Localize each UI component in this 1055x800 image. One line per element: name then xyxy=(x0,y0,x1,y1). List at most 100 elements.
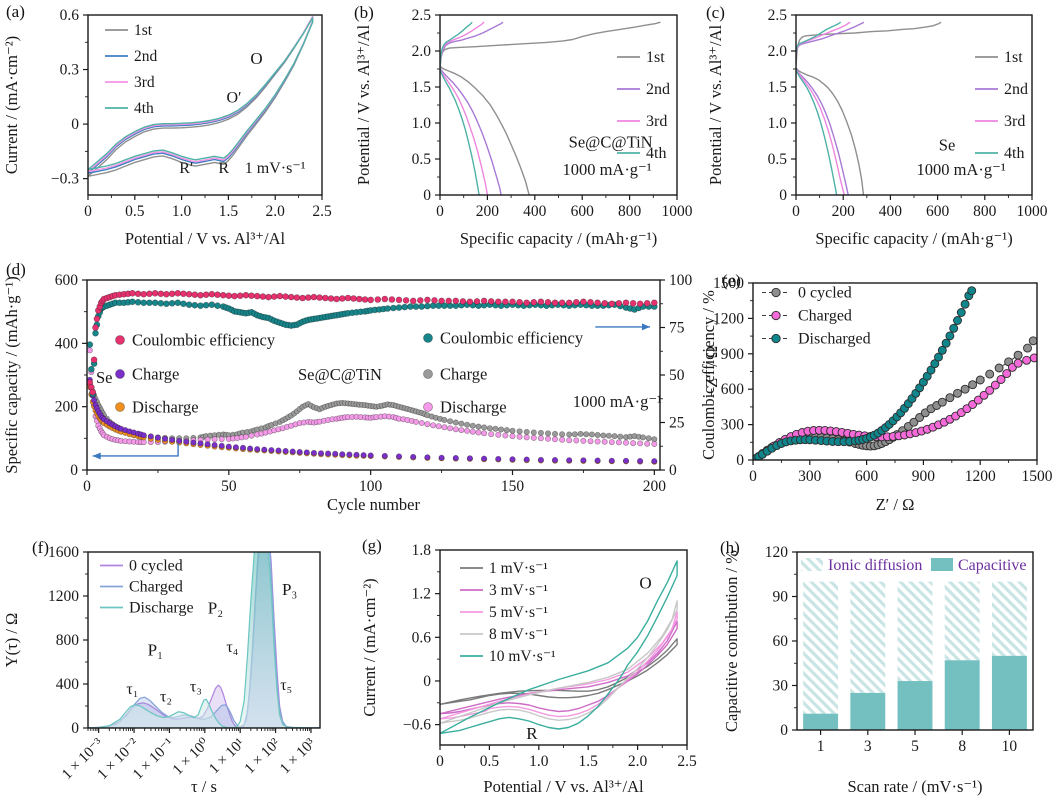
svg-text:1600: 1600 xyxy=(48,544,79,561)
svg-text:1 × 10⁰: 1 × 10⁰ xyxy=(170,736,213,779)
bar-capacitive-1 xyxy=(803,713,839,730)
svg-text:1200: 1200 xyxy=(48,588,79,605)
svg-text:75: 75 xyxy=(669,320,685,337)
svg-text:τ₂: τ₂ xyxy=(160,689,172,706)
ylabel-d: Specific capacity / (mAh·g⁻¹) xyxy=(2,276,21,473)
panel-label-g: (g) xyxy=(362,536,382,555)
chart-a-cv: 0 0.5 1.0 1.5 2.0 2.5 −0.3 0 0.3 0.6 Potential / V… xyxy=(2,7,332,248)
svg-text:600: 600 xyxy=(926,203,950,220)
ylabel-f: Y(τ) / Ω xyxy=(2,613,21,668)
ylabel-a: Current / (mA·cm⁻²) xyxy=(2,36,21,174)
series-discharge xyxy=(88,552,320,728)
bar-ionic-diffusion-3 xyxy=(850,581,886,693)
svg-text:0: 0 xyxy=(436,753,444,770)
legend-g: 1 mV·s⁻¹ 3 mV·s⁻¹ 5 mV·s⁻¹ 8 mV·s⁻¹ 10 mV·s⁻… xyxy=(460,560,556,665)
svg-text:O: O xyxy=(250,49,262,68)
svg-text:Charged: Charged xyxy=(798,308,852,325)
svg-text:120: 120 xyxy=(765,544,789,561)
svg-text:τ₅: τ₅ xyxy=(280,677,292,694)
svg-text:900: 900 xyxy=(721,346,745,363)
svg-text:100: 100 xyxy=(669,272,693,289)
chart-b-charge-discharge: 0 200 400 600 800 1000 0 0.5 1.0 1.5 2.0 2.5 Specifi… xyxy=(354,7,693,248)
axes-e: 0 300 600 900 1200 1500 0 300 600 900 1200 1500 Z′ /… xyxy=(702,275,1053,514)
svg-text:1000 mA·g⁻¹: 1000 mA·g⁻¹ xyxy=(573,392,662,411)
svg-text:400: 400 xyxy=(523,203,547,220)
svg-text:2nd: 2nd xyxy=(1004,81,1028,98)
legend-a: 1st 2nd 3rd 4th xyxy=(105,22,158,117)
panel-label-c: (c) xyxy=(706,3,725,22)
panel-h: 1 3 5 8 10 0 30 60 90 120 Scan rate / (mV·s⁻¹) Capa… xyxy=(720,518,1055,800)
svg-text:0 cycled: 0 cycled xyxy=(798,285,852,302)
bar-capacitive-3 xyxy=(850,692,886,730)
svg-text:2.0: 2.0 xyxy=(266,203,286,220)
chart-h-capacitive: 1 3 5 8 10 0 30 60 90 120 Scan rate / (mV·s⁻¹) Capa… xyxy=(722,544,1034,796)
legend-c: 1st 2nd 3rd 4th xyxy=(975,49,1028,162)
xlabel-e: Z′ / Ω xyxy=(876,495,915,514)
svg-text:300: 300 xyxy=(721,417,745,434)
svg-text:30: 30 xyxy=(773,678,789,695)
svg-text:50: 50 xyxy=(221,478,237,495)
svg-text:1.5: 1.5 xyxy=(412,79,432,96)
svg-text:1.0: 1.0 xyxy=(768,115,788,132)
series-1st xyxy=(440,21,661,195)
plot-area-f xyxy=(88,552,320,728)
svg-text:0.3: 0.3 xyxy=(60,62,80,79)
series-se-coulombic-efficiency xyxy=(87,289,658,396)
svg-text:0.5: 0.5 xyxy=(480,753,500,770)
series-4th xyxy=(796,21,842,195)
svg-text:200: 200 xyxy=(643,478,667,495)
legend-group-1-d: Se@C@TiN Coulombic efficiency Charge Discha… xyxy=(298,329,584,417)
svg-text:3rd: 3rd xyxy=(134,74,155,91)
svg-text:2.0: 2.0 xyxy=(628,753,648,770)
svg-text:800: 800 xyxy=(618,203,642,220)
svg-text:O′: O′ xyxy=(226,89,241,106)
svg-text:2nd: 2nd xyxy=(134,48,158,65)
y2label-d: Coulombic efficiency / % xyxy=(699,290,718,460)
svg-text:0: 0 xyxy=(423,673,431,690)
svg-text:O: O xyxy=(639,574,651,593)
svg-text:τ₄: τ₄ xyxy=(226,639,238,656)
svg-text:Charge: Charge xyxy=(132,365,179,384)
svg-text:800: 800 xyxy=(973,203,997,220)
bar-capacitive-10 xyxy=(991,655,1027,730)
series-3rd xyxy=(88,16,314,173)
svg-text:1.5: 1.5 xyxy=(768,79,788,96)
svg-text:2.5: 2.5 xyxy=(312,203,332,220)
svg-text:5 mV·s⁻¹: 5 mV·s⁻¹ xyxy=(489,604,548,621)
svg-text:R: R xyxy=(218,160,229,177)
svg-text:10: 10 xyxy=(1002,738,1018,755)
xlabel-h: Scan rate / (mV·s⁻¹) xyxy=(847,777,982,796)
series-1st xyxy=(796,21,942,195)
svg-text:3 mV·s⁻¹: 3 mV·s⁻¹ xyxy=(489,582,548,599)
ylabel-g: Current / (mA·cm⁻²) xyxy=(360,578,379,716)
svg-text:50: 50 xyxy=(669,367,685,384)
series-charged xyxy=(88,552,320,728)
svg-text:τ₁: τ₁ xyxy=(126,681,138,698)
svg-text:0: 0 xyxy=(669,462,677,479)
svg-text:−0.6: −0.6 xyxy=(403,717,431,734)
panel-label-a: (a) xyxy=(6,2,25,21)
xlabel-a: Potential / V vs. Al³⁺/Al xyxy=(125,229,286,248)
svg-text:Discharge: Discharge xyxy=(440,398,507,417)
panel-b: 0 200 400 600 800 1000 0 0.5 1.0 1.5 2.0 2.5 Specifi… xyxy=(352,0,704,252)
plot-area-a xyxy=(88,16,314,177)
svg-text:1st: 1st xyxy=(1004,49,1023,66)
svg-text:1st: 1st xyxy=(134,22,153,39)
legend-e: 0 cycled Charged Discharged xyxy=(762,285,871,348)
svg-text:600: 600 xyxy=(721,381,745,398)
svg-text:1000: 1000 xyxy=(662,203,693,220)
series-se-discharge xyxy=(87,384,658,465)
svg-text:Coulombic efficiency: Coulombic efficiency xyxy=(440,329,584,348)
svg-text:1 × 10³: 1 × 10³ xyxy=(277,735,319,777)
panel-d: 0 50 100 150 200 0 200 400 600 0 25 50 75 100 Cycle nu… xyxy=(0,252,720,518)
svg-text:1500: 1500 xyxy=(713,275,744,292)
legend-b: 1st 2nd 3rd 4th xyxy=(617,49,670,162)
svg-text:0 cycled: 0 cycled xyxy=(129,558,183,575)
svg-text:Discharge: Discharge xyxy=(129,600,194,617)
svg-text:0: 0 xyxy=(71,116,79,133)
series-0-cycled xyxy=(88,552,320,728)
plot-area-d xyxy=(87,289,658,465)
svg-text:0: 0 xyxy=(423,187,431,204)
svg-text:8 mV·s⁻¹: 8 mV·s⁻¹ xyxy=(489,626,548,643)
series-4th xyxy=(440,21,480,195)
